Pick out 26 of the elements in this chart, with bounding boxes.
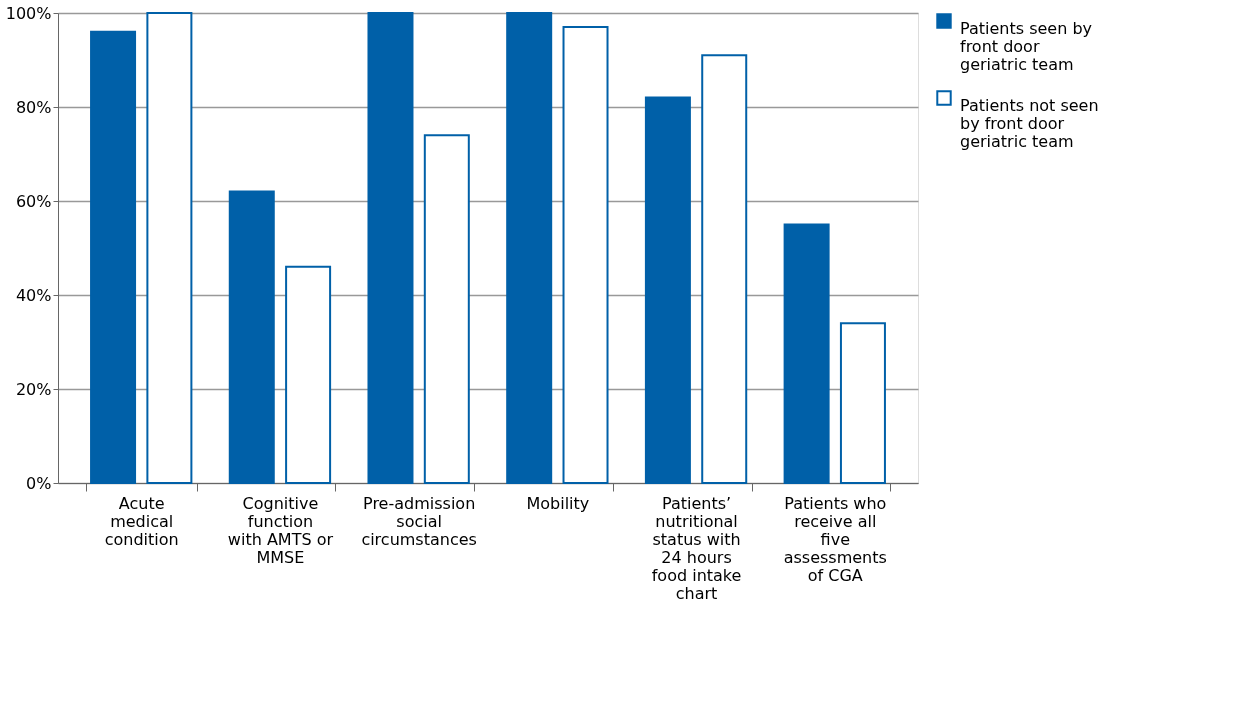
bar bbox=[90, 30, 137, 484]
y-tick-label: 100% bbox=[5, 3, 52, 23]
bar bbox=[506, 12, 553, 484]
bar bbox=[644, 96, 691, 484]
y-tick-label: 60% bbox=[15, 191, 52, 211]
x-tick-label: Cognitive function with AMTS or MMSE bbox=[227, 493, 334, 567]
bar bbox=[701, 54, 748, 484]
bar bbox=[783, 223, 830, 484]
y-tick-label: 80% bbox=[15, 97, 52, 117]
bar bbox=[423, 134, 470, 484]
y-tick-label: 40% bbox=[15, 285, 52, 305]
x-tick-label: Mobility bbox=[526, 493, 590, 513]
x-tick-label: Acute medical condition bbox=[104, 493, 179, 549]
bar bbox=[839, 322, 886, 484]
y-tick-label: 0% bbox=[26, 473, 52, 493]
bar bbox=[285, 265, 332, 484]
legend-label: Patients seen by front door geriatric team bbox=[960, 19, 1093, 74]
bar bbox=[146, 12, 193, 484]
bar bbox=[367, 12, 414, 484]
x-tick-label: Patients who receive all five assessments of CGA bbox=[783, 493, 887, 585]
x-tick-label: Patients’ nutritional status with 24 hours food intake chart bbox=[651, 493, 742, 603]
x-tick-label: Pre-admission social circumstances bbox=[361, 493, 477, 549]
y-tick-label: 20% bbox=[15, 379, 52, 399]
legend-label: Patients not seen by front door geriatric team bbox=[960, 96, 1099, 151]
bar bbox=[562, 26, 609, 484]
bar bbox=[228, 190, 275, 484]
